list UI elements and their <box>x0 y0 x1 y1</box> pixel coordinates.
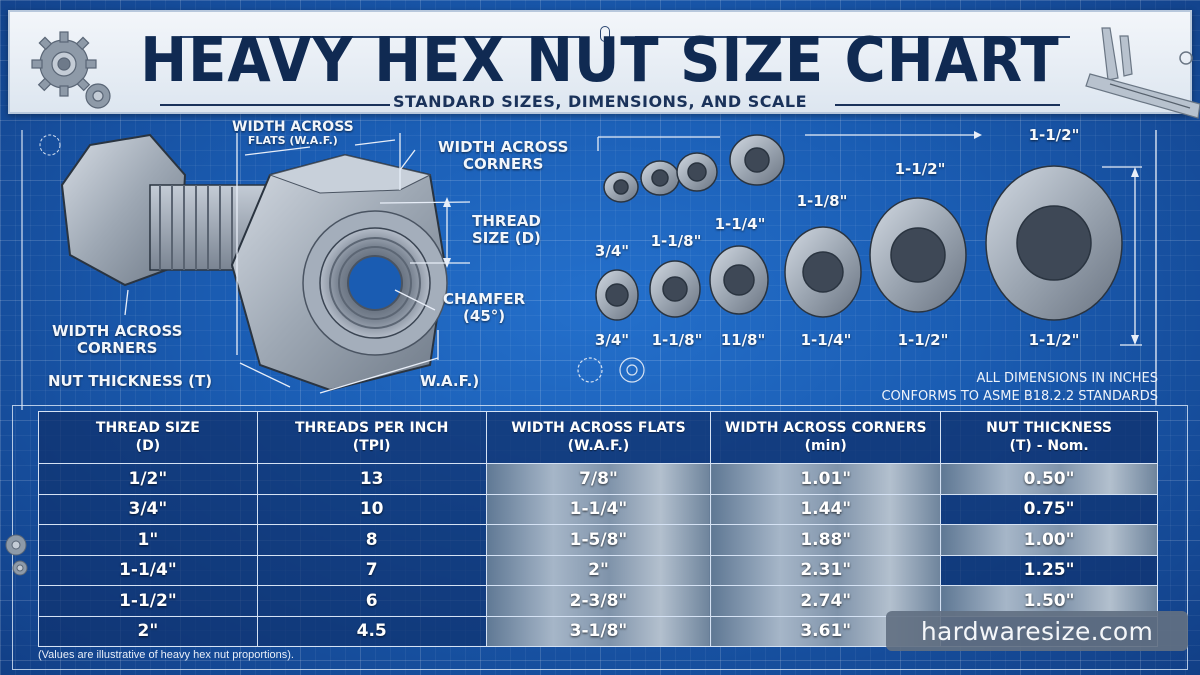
table-row: 3/4" 10 1-1/4" 1.44" 0.75" <box>38 493 1158 525</box>
size-label-top: 1-1/2" <box>1028 126 1080 144</box>
table-row: 1-1/4" 7 2" 2.31" 1.25" <box>38 554 1158 586</box>
cell-thread-size: 1-1/2" <box>38 585 258 617</box>
cell-thread-size: 1" <box>38 524 258 556</box>
cell-wac: 1.01" <box>710 463 942 495</box>
size-label-top: 1-1/8" <box>796 192 848 210</box>
cell-thickness: 0.50" <box>940 463 1158 495</box>
size-label-top: 1-1/2" <box>894 160 946 178</box>
col-header-waf: WIDTH ACROSS FLATS (W.A.F.) <box>485 411 712 464</box>
size-label-top: 1-1/8" <box>650 232 702 250</box>
cell-waf: 1-5/8" <box>485 524 712 556</box>
page-subtitle: STANDARD SIZES, DIMENSIONS, AND SCALE <box>393 92 807 111</box>
small-gears-icon <box>5 534 28 576</box>
cell-waf: 3-1/8" <box>485 615 712 647</box>
size-label-bottom: 11/8" <box>720 331 766 349</box>
label-nut-thickness: NUT THICKNESS (T) <box>48 372 213 390</box>
subtitle-rule-right <box>835 104 1060 106</box>
nut-size-lineup-illustration <box>577 130 1157 405</box>
size-label-top: 3/4" <box>594 242 630 260</box>
gears-icon <box>31 31 111 109</box>
label-waf-top: WIDTH ACROSS FLATS (W.A.F.) <box>232 119 354 148</box>
nut-anatomy-diagram: WIDTH ACROSS FLATS (W.A.F.) WIDTH ACROSS… <box>0 115 580 410</box>
cell-tpi: 6 <box>256 585 487 617</box>
size-label-bottom: 1-1/4" <box>800 331 852 349</box>
table-row: 1" 8 1-5/8" 1.88" 1.00" <box>38 524 1158 556</box>
bolt-and-nut-illustration <box>21 130 471 410</box>
header-guide-line <box>180 36 580 38</box>
cell-waf: 2" <box>485 554 712 586</box>
cell-wac: 1.44" <box>710 493 942 525</box>
size-label-bottom: 1-1/2" <box>897 331 949 349</box>
col-header-thread-size: THREAD SIZE (D) <box>38 411 258 464</box>
table-header-row: THREAD SIZE (D) THREADS PER INCH (TPI) WID… <box>38 411 1158 464</box>
dimension-notes: ALL DIMENSIONS IN INCHES CONFORMS TO ASM… <box>881 371 1158 404</box>
cell-thickness: 1.25" <box>940 554 1158 586</box>
cell-thread-size: 1/2" <box>38 463 258 495</box>
table-row: 1/2" 13 7/8" 1.01" 0.50" <box>38 463 1158 495</box>
cell-thread-size: 3/4" <box>38 493 258 525</box>
cell-tpi: 4.5 <box>256 615 487 647</box>
watermark: hardwaresize.com <box>886 611 1188 651</box>
header-guide-line <box>635 36 1070 38</box>
size-label-bottom: 1-1/2" <box>1028 331 1080 349</box>
center-marker-icon <box>600 26 610 42</box>
cell-thread-size: 1-1/4" <box>38 554 258 586</box>
cell-waf: 1-1/4" <box>485 493 712 525</box>
label-thread-size: THREAD SIZE (D) <box>472 212 541 247</box>
label-chamfer: CHAMFER (45°) <box>443 290 526 325</box>
cell-wac: 2.31" <box>710 554 942 586</box>
cell-tpi: 8 <box>256 524 487 556</box>
caliper-icon <box>1085 27 1200 119</box>
cell-tpi: 7 <box>256 554 487 586</box>
cell-waf: 2-3/8" <box>485 585 712 617</box>
col-header-wac: WIDTH ACROSS CORNERS (min) <box>710 411 942 464</box>
page-title: HEAVY HEX NUT SIZE CHART <box>140 24 1060 97</box>
col-header-thickness: NUT THICKNESS (T) - Nom. <box>940 411 1158 464</box>
subtitle-rule-left <box>160 104 390 106</box>
label-waf-bottom: W.A.F.) <box>420 372 480 390</box>
size-label-bottom: 3/4" <box>594 331 630 349</box>
label-wac-right: WIDTH ACROSS CORNERS <box>438 138 569 173</box>
col-header-tpi: THREADS PER INCH (TPI) <box>256 411 487 464</box>
size-label-bottom: 1-1/8" <box>651 331 703 349</box>
footnote: (Values are illustrative of heavy hex nu… <box>38 649 294 661</box>
cell-tpi: 10 <box>256 493 487 525</box>
size-lineup-diagram: 3/4" 1-1/8" 1-1/4" 1-1/8" 1-1/2" 1-1/2" … <box>577 115 1200 410</box>
cell-waf: 7/8" <box>485 463 712 495</box>
cell-tpi: 13 <box>256 463 487 495</box>
header-banner: HEAVY HEX NUT SIZE CHART STANDARD SIZES,… <box>8 10 1200 119</box>
size-label-top: 1-1/4" <box>714 215 766 233</box>
cell-wac: 1.88" <box>710 524 942 556</box>
size-spec-table: THREAD SIZE (D) THREADS PER INCH (TPI) WID… <box>38 411 1158 647</box>
cell-thickness: 0.75" <box>940 493 1158 525</box>
label-wac-left: WIDTH ACROSS CORNERS <box>52 322 183 357</box>
cell-thread-size: 2" <box>38 615 258 647</box>
cell-thickness: 1.00" <box>940 524 1158 556</box>
